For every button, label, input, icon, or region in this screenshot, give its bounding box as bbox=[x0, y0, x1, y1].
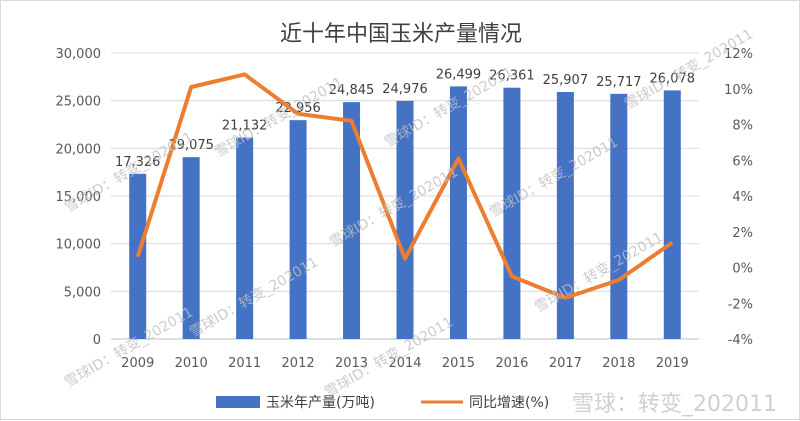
y-left-tick-label: 0 bbox=[93, 333, 101, 348]
x-tick-label: 2012 bbox=[282, 356, 315, 371]
bar bbox=[450, 86, 467, 339]
y-left-tick-label: 10,000 bbox=[56, 238, 102, 253]
y-left-tick-label: 25,000 bbox=[56, 95, 102, 110]
bar bbox=[664, 90, 681, 339]
legend-bar-swatch bbox=[216, 396, 260, 408]
legend-line-label: 同比增速(%) bbox=[469, 395, 549, 411]
y-left-tick-label: 5,000 bbox=[64, 285, 101, 300]
watermark-text: 雪球ID：转变_202011 bbox=[62, 304, 196, 391]
x-tick-label: 2011 bbox=[228, 356, 261, 371]
y-right-tick-label: 4% bbox=[732, 190, 753, 205]
x-tick-label: 2010 bbox=[175, 356, 208, 371]
bar-data-label: 25,717 bbox=[596, 75, 642, 90]
y-right-tick-label: 8% bbox=[732, 119, 753, 134]
y-right-tick-label: 0% bbox=[732, 262, 753, 277]
y-right-tick-label: 2% bbox=[732, 226, 753, 241]
bar-data-label: 25,907 bbox=[543, 73, 589, 88]
legend-bar-label: 玉米年产量(万吨) bbox=[266, 395, 375, 411]
bar bbox=[610, 94, 627, 339]
x-tick-label: 2019 bbox=[656, 356, 689, 371]
y-right-tick-label: 10% bbox=[724, 83, 753, 98]
chart-title: 近十年中国玉米产量情况 bbox=[280, 22, 522, 47]
x-tick-label: 2018 bbox=[602, 356, 635, 371]
y-left-tick-label: 30,000 bbox=[56, 47, 102, 62]
y-right-tick-label: -2% bbox=[728, 297, 753, 312]
x-tick-label: 2017 bbox=[549, 356, 582, 371]
bar-data-label: 24,976 bbox=[382, 82, 428, 97]
legend: 玉米年产量(万吨) 同比增速(%) bbox=[216, 395, 549, 411]
y-left-tick-label: 20,000 bbox=[56, 142, 102, 157]
x-tick-label: 2016 bbox=[495, 356, 528, 371]
watermark-text: 雪球ID：转变_202011 bbox=[532, 229, 666, 316]
y-right-tick-label: 6% bbox=[732, 154, 753, 169]
bar bbox=[290, 120, 307, 339]
watermark-text: 雪球ID：转变_202011 bbox=[622, 26, 756, 113]
corner-watermark: 雪球：转变_202011 bbox=[572, 392, 777, 417]
y-right-tick-label: -4% bbox=[728, 333, 753, 348]
bar-data-label: 26,499 bbox=[436, 67, 482, 82]
x-tick-label: 2015 bbox=[442, 356, 475, 371]
